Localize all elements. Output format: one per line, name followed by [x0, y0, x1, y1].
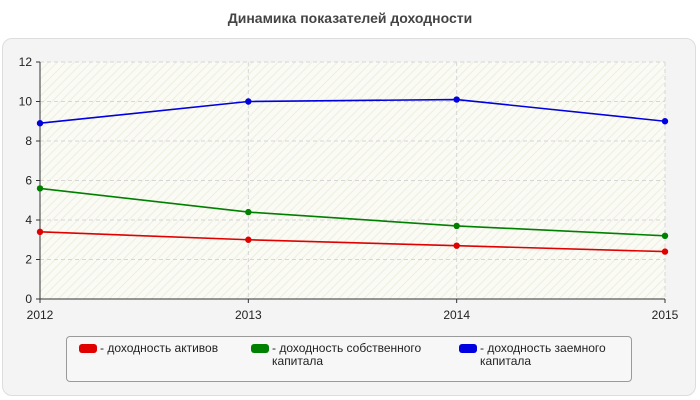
legend-item-debt[interactable]: - доходность заемного капитала: [459, 342, 630, 368]
legend-item-assets[interactable]: - доходность активов: [79, 342, 218, 355]
legend-swatch-assets: [79, 344, 97, 353]
y-tick-label: 4: [25, 213, 32, 227]
legend-label-assets: - доходность активов: [100, 341, 219, 355]
data-point-debt[interactable]: [661, 118, 669, 125]
data-point-assets[interactable]: [661, 248, 669, 255]
y-tick-label: 12: [19, 55, 33, 69]
data-point-equity[interactable]: [453, 222, 460, 230]
x-tick-label: 2012: [27, 308, 54, 322]
data-point-debt[interactable]: [36, 120, 44, 127]
y-tick-label: 0: [25, 292, 32, 306]
series-line-assets: [39, 231, 666, 253]
data-point-debt[interactable]: [453, 96, 460, 103]
axes: [36, 61, 666, 303]
tick-labels: 0 2 4 6 8 10 12 2012 2013 2014 2015: [19, 55, 679, 322]
y-tick-label: 6: [25, 174, 32, 188]
legend-label-debt: - доходность заемного капитала: [480, 341, 606, 368]
series-line-equity: [39, 187, 666, 237]
series-line-debt: [39, 98, 666, 125]
legend-swatch-equity: [251, 344, 269, 353]
series-group: [36, 96, 669, 255]
y-tick-label: 2: [25, 253, 32, 267]
y-tick-label: 8: [25, 134, 32, 148]
grid: [40, 61, 666, 299]
x-tick-label: 2014: [443, 308, 470, 322]
data-point-equity[interactable]: [36, 185, 44, 192]
legend-item-equity[interactable]: - доходность собственного капитала: [251, 342, 422, 368]
x-tick-label: 2013: [235, 308, 262, 322]
data-point-equity[interactable]: [661, 232, 669, 239]
data-point-equity[interactable]: [245, 208, 252, 216]
data-point-assets[interactable]: [36, 228, 44, 236]
x-tick-label: 2015: [652, 308, 679, 322]
chart-title: Динамика показателей доходности: [227, 10, 473, 26]
y-tick-label: 10: [19, 95, 33, 109]
legend-label-equity: - доходность собственного капитала: [272, 341, 422, 368]
data-point-assets[interactable]: [453, 242, 460, 249]
legend-swatch-debt: [459, 344, 477, 353]
data-point-debt[interactable]: [245, 98, 252, 105]
data-point-assets[interactable]: [245, 236, 252, 243]
legend: - доходность активов - доходность собств…: [66, 336, 632, 382]
